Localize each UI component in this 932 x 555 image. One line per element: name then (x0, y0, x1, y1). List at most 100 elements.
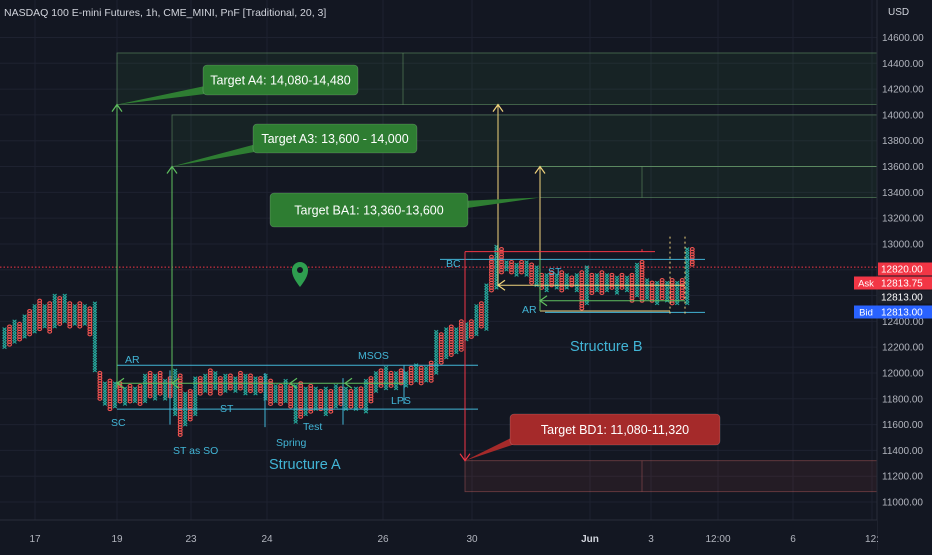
pnf-column-37 (187, 388, 193, 422)
pnf-column-2 (12, 319, 17, 344)
target-ba1-label-text: Target BA1: 13,360-13,600 (294, 204, 443, 218)
price-tag-value: 12813.00 (881, 293, 923, 304)
o-box (499, 247, 504, 252)
pnf-column-26 (132, 386, 138, 404)
x-box (142, 373, 148, 378)
y-tick-label-3: 11600.00 (882, 420, 923, 431)
y-tick-label-12: 13400.00 (882, 188, 924, 199)
o-box (37, 298, 43, 303)
pnf-column-49 (248, 373, 253, 394)
o-box (258, 376, 263, 381)
o-box (318, 388, 324, 394)
arrow-ba-y2 (534, 165, 546, 174)
pnf-column-83 (418, 365, 424, 386)
wyckoff-labels: AR SC ST as SO ST Spring Test MSOS LPS Structure… (111, 258, 643, 473)
x-box (233, 376, 238, 381)
x-box (504, 260, 509, 264)
zone-ba1 (539, 166, 878, 198)
x-box (474, 303, 479, 308)
arrow-ba-left (496, 279, 506, 291)
y-tick-label-15: 14000.00 (882, 110, 924, 121)
o-box (157, 370, 163, 376)
x-box (544, 272, 549, 277)
pnf-column-114 (574, 272, 580, 293)
label-ar-b: AR (522, 304, 537, 316)
pnf-column-54 (273, 383, 278, 404)
currency-label: USD (888, 7, 910, 18)
o-box (248, 373, 253, 378)
pnf-column-117 (589, 272, 595, 296)
o-box (418, 365, 424, 370)
x-box (584, 265, 590, 270)
x-box (514, 262, 519, 267)
x-box (223, 373, 228, 378)
o-box (398, 368, 404, 373)
x-tick-label-3: 24 (261, 534, 273, 545)
pnf-column-97 (489, 254, 494, 293)
x-box (614, 275, 620, 280)
x-box (644, 278, 650, 283)
pnf-column-73 (368, 376, 374, 404)
pnf-column-40 (203, 373, 208, 393)
pnf-column-14 (72, 303, 78, 326)
price-tag-label: Bid (859, 308, 873, 319)
o-box (47, 301, 53, 306)
pnf-column-58 (293, 383, 298, 424)
pnf-column-110 (554, 272, 559, 290)
x-box (62, 293, 67, 298)
pnf-column-118 (594, 272, 600, 293)
label-structure-b: Structure B (570, 339, 643, 355)
target-a4-label: Target A4: 14,080-14,480 (117, 64, 359, 105)
label-st-a: ST (220, 403, 234, 415)
target-a3-label: Target A3: 13,600 - 14,000 (172, 123, 418, 167)
pnf-column-64 (323, 386, 329, 417)
o-box (509, 259, 514, 265)
o-box (207, 368, 213, 373)
o-box (378, 368, 384, 373)
y-tick-label-0: 11000.00 (882, 498, 923, 509)
pnf-column-105 (529, 262, 535, 285)
x-tick-label-9: 6 (790, 534, 796, 545)
x-box (343, 386, 349, 391)
x-box (333, 383, 339, 388)
o-box (639, 259, 645, 265)
o-box (589, 272, 595, 277)
x-tick-label-10: 12: (865, 534, 879, 545)
x-box (664, 280, 670, 285)
pnf-column-99 (499, 247, 504, 275)
x-box (72, 303, 78, 308)
x-box (12, 319, 17, 324)
x-box (484, 283, 489, 288)
x-box (634, 262, 640, 267)
x-box (172, 368, 178, 373)
pnf-column-95 (478, 301, 484, 329)
x-box (534, 265, 539, 270)
x-box (594, 272, 600, 277)
pnf-column-93 (468, 319, 474, 339)
o-box (489, 254, 494, 259)
y-tick-label-11: 13200.00 (882, 214, 924, 225)
pnf-column-85 (428, 360, 434, 383)
y-tick-label-14: 13800.00 (882, 136, 924, 147)
pnf-column-102 (514, 262, 519, 277)
o-box (428, 360, 434, 365)
target-a3-label-pointer (172, 143, 260, 167)
pnf-column-101 (509, 259, 514, 275)
price-tag-label-bg (854, 276, 878, 290)
x-box (524, 260, 529, 264)
label-ar-a: AR (125, 354, 140, 366)
target-bd1-label-box (509, 413, 721, 446)
arrow-mid-left2 (343, 377, 353, 389)
pnf-column-63 (318, 388, 324, 412)
o-box (689, 247, 695, 252)
x-box (193, 376, 198, 381)
target-callouts: Target A4: 14,080-14,480 Target A3: 13,60… (117, 64, 721, 461)
o-box (649, 280, 655, 285)
arrow-bd (459, 453, 471, 462)
x-box (624, 275, 630, 280)
pnf-column-22 (112, 381, 118, 409)
target-bd1-label: Target BD1: 11,080-11,320 (465, 413, 721, 461)
price-tag-label-bg (854, 305, 878, 319)
